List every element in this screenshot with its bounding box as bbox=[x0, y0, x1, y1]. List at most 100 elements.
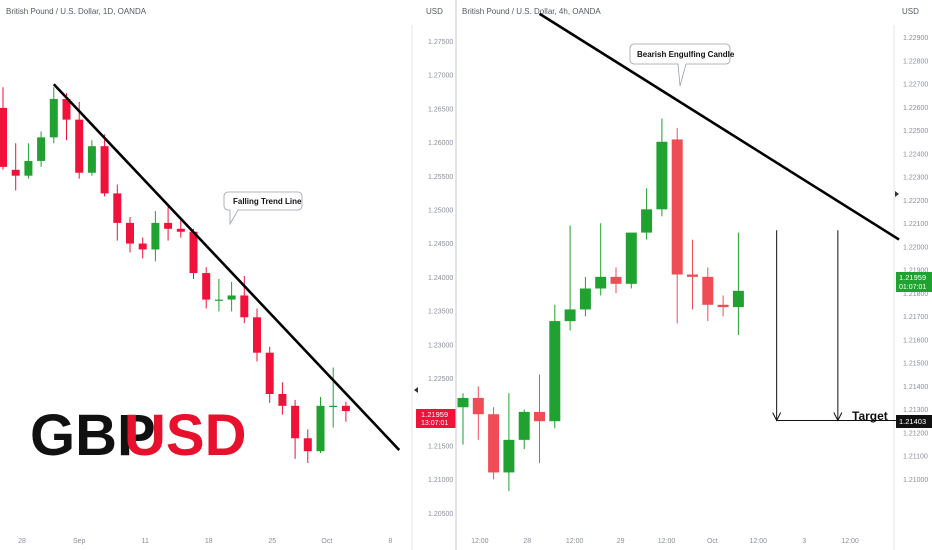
daily-candle-body bbox=[303, 438, 312, 452]
h4-candle-body bbox=[488, 414, 500, 473]
h4-x-tick-label: 28 bbox=[523, 538, 531, 545]
h4-chart-panel: British Pound / U.S. Dollar, 4h, OANDA U… bbox=[457, 7, 932, 550]
h4-y-tick-label: 1.22100 bbox=[903, 221, 928, 228]
h4-price-tag-box bbox=[896, 272, 932, 292]
bearish-callout-box bbox=[629, 43, 731, 87]
h4-x-tick-label: 12:00 bbox=[750, 538, 768, 545]
h4-candle-body bbox=[518, 411, 530, 440]
falling-trend-callout: Falling Trend Line bbox=[223, 191, 303, 226]
daily-price-tag-value: 1.21959 bbox=[421, 410, 448, 419]
h4-y-tick-label: 1.21400 bbox=[903, 384, 928, 391]
h4-candle-body bbox=[717, 304, 729, 308]
h4-y-tick-label: 1.21300 bbox=[903, 407, 928, 414]
daily-candle-body bbox=[151, 222, 160, 250]
h4-x-tick-label: 3 bbox=[802, 538, 806, 545]
daily-candle-body bbox=[214, 299, 223, 301]
h4-y-tick-label: 1.22000 bbox=[903, 244, 928, 251]
target-projection bbox=[772, 230, 900, 422]
h4-y-tick-label: 1.22700 bbox=[903, 82, 928, 89]
daily-y-tick-label: 1.25500 bbox=[428, 174, 453, 181]
daily-candle-body bbox=[240, 295, 249, 318]
h4-y-tick-label: 1.22400 bbox=[903, 151, 928, 158]
h4-candle-body bbox=[564, 309, 576, 322]
daily-x-tick-label: 11 bbox=[142, 538, 149, 545]
daily-chart-title: British Pound / U.S. Dollar, 1D, OANDA bbox=[6, 7, 147, 16]
h4-y-tick-label: 1.21900 bbox=[903, 268, 928, 275]
h4-falling-trend-line bbox=[538, 12, 900, 241]
h4-x-tick-label: 29 bbox=[617, 538, 625, 545]
h4-y-tick-label: 1.22500 bbox=[903, 128, 928, 135]
daily-candle-body bbox=[278, 394, 287, 406]
target-price-tag-box bbox=[896, 415, 932, 428]
daily-candles bbox=[0, 87, 350, 464]
h4-y-tick-label: 1.21500 bbox=[903, 361, 928, 368]
h4-candle-body bbox=[687, 274, 698, 277]
daily-y-tick-label: 1.24000 bbox=[428, 275, 453, 282]
h4-x-tick-label: 12:00 bbox=[566, 538, 584, 545]
daily-chart-panel: British Pound / U.S. Dollar, 1D, OANDA U… bbox=[0, 7, 456, 550]
daily-current-price-tag: 1.21959 13:07:01 bbox=[416, 409, 456, 428]
daily-candle-body bbox=[164, 222, 173, 229]
daily-x-tick-label: 28 bbox=[18, 538, 26, 545]
daily-y-axis: 1.27500 1.27000 1.26500 1.26000 1.25500 1.250… bbox=[428, 39, 453, 518]
h4-x-tick-label: 12:00 bbox=[471, 538, 489, 545]
daily-y-tick-label: 1.23500 bbox=[428, 309, 453, 316]
h4-candle-body bbox=[625, 232, 637, 284]
h4-y-tick-label: 1.21800 bbox=[903, 291, 928, 298]
daily-y-tick-label: 1.27000 bbox=[428, 73, 453, 80]
h4-candle-body bbox=[656, 141, 668, 210]
daily-y-tick-label: 1.22500 bbox=[428, 376, 453, 383]
h4-y-tick-label: 1.22200 bbox=[903, 198, 928, 205]
h4-candles bbox=[457, 118, 744, 492]
h4-candle-body bbox=[534, 411, 545, 422]
h4-candle-body bbox=[549, 321, 561, 422]
daily-price-tag-box bbox=[416, 409, 456, 428]
watermark-gbp: GBP bbox=[30, 403, 156, 468]
h4-scale-marker-icon bbox=[895, 191, 899, 197]
target-price-tag: 1.21403 bbox=[896, 415, 932, 428]
daily-x-tick-label: 25 bbox=[268, 538, 276, 545]
h4-x-tick-label: 12:00 bbox=[841, 538, 859, 545]
h4-y-tick-label: 1.22600 bbox=[903, 105, 928, 112]
h4-y-tick-label: 1.21600 bbox=[903, 337, 928, 344]
h4-x-tick-label: 12:00 bbox=[658, 538, 676, 545]
bearish-engulfing-callout: Bearish Engulfing Candle bbox=[629, 43, 735, 87]
daily-candle-body bbox=[0, 107, 7, 167]
h4-y-tick-label: 1.22300 bbox=[903, 175, 928, 182]
h4-candle-body bbox=[641, 209, 653, 233]
h4-candle-body bbox=[702, 276, 714, 305]
falling-trend-line bbox=[52, 83, 401, 451]
h4-price-tag-time: 01:07:01 bbox=[899, 284, 926, 291]
daily-candle-body bbox=[37, 137, 46, 161]
daily-candle-body bbox=[265, 352, 274, 394]
h4-y-axis: 1.22900 1.22800 1.22700 1.22600 1.22500 1.224… bbox=[903, 35, 928, 484]
daily-y-tick-label: 1.21000 bbox=[428, 477, 453, 484]
h4-y-tick-label: 1.22800 bbox=[903, 58, 928, 65]
h4-candle-body bbox=[503, 439, 515, 473]
daily-candle-body bbox=[291, 405, 300, 439]
h4-candle-body bbox=[579, 288, 591, 310]
daily-candle-body bbox=[24, 160, 33, 176]
daily-y-tick-label: 1.21500 bbox=[428, 443, 453, 450]
h4-y-tick-label: 1.22900 bbox=[903, 35, 928, 42]
daily-candle-body bbox=[329, 405, 338, 407]
daily-y-tick-label: 1.27500 bbox=[428, 39, 453, 46]
daily-candle-body bbox=[202, 273, 211, 300]
h4-candle-body bbox=[457, 397, 469, 408]
daily-candle-body bbox=[189, 231, 198, 274]
daily-x-axis: 28 Sep 11 18 25 Oct 8 bbox=[18, 538, 392, 545]
daily-scale-marker-icon bbox=[414, 387, 418, 393]
daily-candle-body bbox=[316, 405, 325, 452]
daily-x-tick-label: 8 bbox=[388, 538, 392, 545]
h4-y-tick-label: 1.21700 bbox=[903, 314, 928, 321]
daily-candle-body bbox=[100, 146, 109, 194]
daily-candle-body bbox=[87, 146, 96, 173]
daily-candle-body bbox=[176, 228, 185, 232]
target-label: Target bbox=[852, 409, 888, 423]
daily-candle-body bbox=[62, 99, 71, 120]
watermark-usd: USD bbox=[124, 403, 246, 468]
daily-candle-body bbox=[49, 99, 58, 138]
daily-y-tick-label: 1.23000 bbox=[428, 342, 453, 349]
daily-y-tick-label: 1.26000 bbox=[428, 140, 453, 147]
